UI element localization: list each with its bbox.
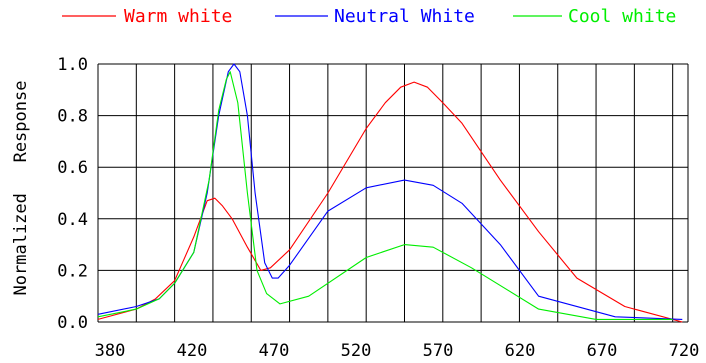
x-tick-label: 570 xyxy=(423,341,454,361)
legend-label-cool-white: Cool white xyxy=(568,6,676,27)
legend-label-warm-white: Warm white xyxy=(124,6,232,27)
legend: Warm white Neutral White Cool white xyxy=(62,6,676,27)
x-tick-label: 470 xyxy=(259,341,290,361)
y-tick-label: 0.6 xyxy=(57,158,88,178)
y-tick-label: 1.0 xyxy=(57,55,88,75)
y-axis-tick-labels: 0.0 0.2 0.4 0.6 0.8 1.0 xyxy=(57,55,88,333)
legend-label-neutral-white: Neutral White xyxy=(334,6,475,27)
x-tick-label: 670 xyxy=(587,341,618,361)
x-tick-label: 620 xyxy=(505,341,536,361)
y-tick-label: 0.2 xyxy=(57,261,88,281)
y-axis-label: Normalized Response xyxy=(11,81,31,296)
series-line-cool-white xyxy=(97,71,673,320)
x-tick-label: 380 xyxy=(95,341,126,361)
y-tick-label: 0.4 xyxy=(57,210,88,230)
y-tick-label: 0.0 xyxy=(57,313,88,333)
x-tick-label: 420 xyxy=(177,341,208,361)
series-line-neutral-white xyxy=(97,63,683,320)
series-layer xyxy=(97,63,683,323)
x-tick-label: 520 xyxy=(341,341,372,361)
x-axis-tick-labels: 380 420 470 520 570 620 670 720 xyxy=(95,341,700,361)
plot-grid xyxy=(97,63,689,323)
x-tick-label: 720 xyxy=(669,341,700,361)
series-line-warm-white xyxy=(97,81,683,323)
y-tick-label: 0.8 xyxy=(57,107,88,127)
